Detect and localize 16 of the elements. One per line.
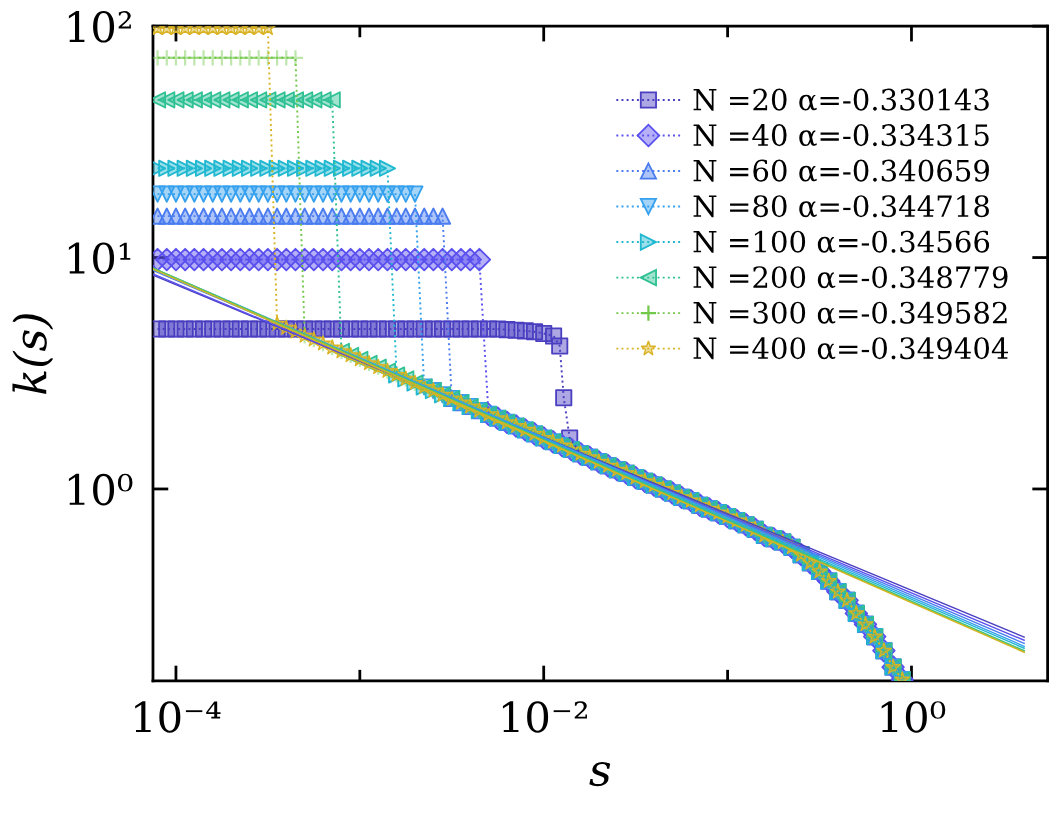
x-tick-label: 10⁰ (881, 701, 946, 733)
y-tick-label: 10¹ (68, 242, 131, 274)
y-tick-label: 10² (68, 11, 131, 43)
legend-label: N =300 α=-0.349582 (693, 301, 1007, 324)
x-axis-title: s (589, 761, 611, 787)
legend-label: N =40 α=-0.334315 (693, 124, 989, 147)
legend-label: N =400 α=-0.349404 (693, 337, 1009, 360)
y-tick-label: 10⁰ (68, 473, 133, 506)
legend-label: N =200 α=-0.348779 (693, 266, 1008, 289)
x-tick-label: 10⁻² (502, 701, 587, 733)
legend-label: N =60 α=-0.340659 (693, 159, 989, 182)
x-tick-label: 10⁻⁴ (135, 701, 221, 733)
legend-label: N =80 α=-0.344718 (693, 195, 989, 218)
legend-label: N =100 α=-0.34566 (693, 230, 990, 253)
legend-label: N =20 α=-0.330143 (693, 88, 989, 111)
y-axis-title: k(s) (12, 314, 54, 394)
